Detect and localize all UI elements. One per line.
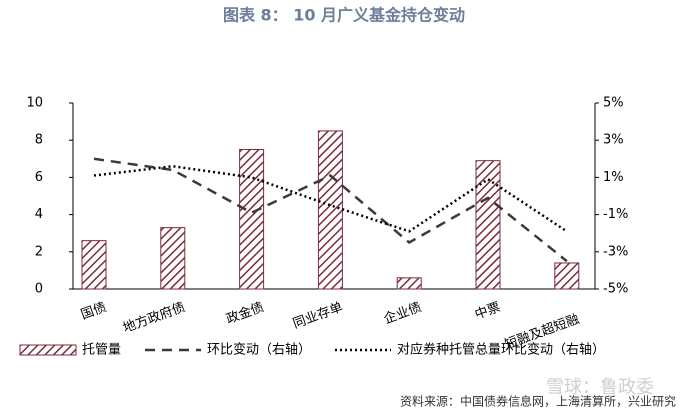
bar	[396, 277, 422, 290]
y-tick-label: 8	[35, 133, 43, 148]
x-tick-label: 中票	[473, 300, 503, 323]
y2-tick-label: 1%	[603, 170, 624, 185]
legend-swatch	[19, 344, 77, 356]
y-tick-label: 10	[26, 96, 43, 111]
bar	[239, 149, 265, 290]
y-tick-label: 0	[35, 282, 43, 297]
x-tick-label: 同业存单	[291, 300, 345, 332]
y2-tick-label: -3%	[603, 244, 628, 259]
x-tick-label: 地方政府债	[121, 299, 188, 336]
x-tick-label: 国债	[79, 300, 109, 323]
bar	[81, 240, 107, 290]
y-tick-label: 2	[35, 244, 43, 259]
chart-title: 图表 8： 10 月广义基金持仓变动	[223, 6, 465, 25]
y-tick-label: 6	[35, 170, 43, 185]
x-tick-label: 企业债	[382, 299, 424, 327]
legend-label: 环比变动（右轴）	[207, 342, 311, 358]
y2-tick-label: -5%	[603, 282, 628, 297]
watermark: 雪球：鲁政委	[546, 377, 654, 398]
line	[93, 157, 568, 263]
y2-tick-label: 3%	[603, 133, 624, 148]
legend-label: 对应券种托管总量环比变动（右轴）	[397, 342, 605, 358]
bar	[160, 227, 186, 290]
y-tick-label: 4	[35, 207, 43, 222]
legend-label: 托管量	[82, 343, 121, 358]
bar	[554, 262, 580, 290]
y2-tick-label: 5%	[603, 96, 624, 111]
x-tick-label: 政金债	[224, 299, 266, 327]
bar	[317, 130, 343, 290]
y2-tick-label: -1%	[603, 207, 628, 222]
source: 资料来源：中国债券信息网，上海清算所，兴业研究	[400, 394, 676, 409]
bar	[475, 160, 501, 290]
